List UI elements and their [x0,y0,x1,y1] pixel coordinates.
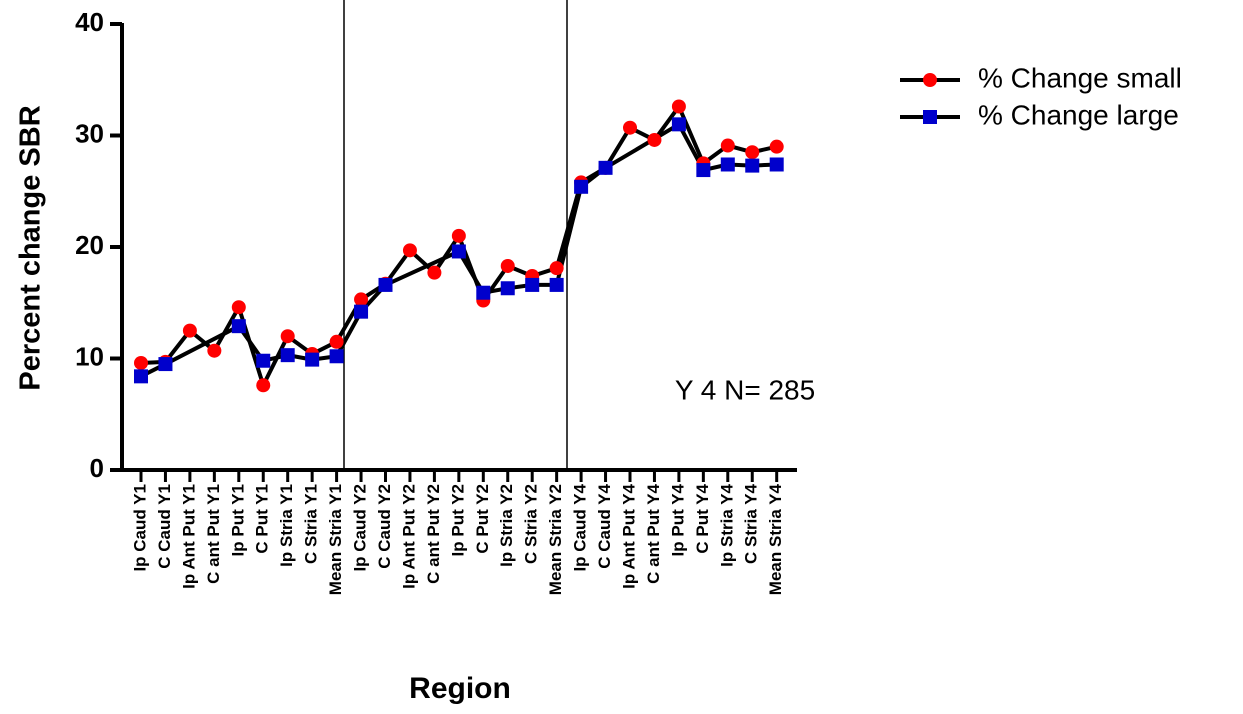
x-tick-label: Ip Stria Y2 [497,484,516,567]
x-tick-label: C Stria Y1 [302,484,321,564]
x-tick-label: C Caud Y1 [155,484,174,569]
x-tick-label: Mean Stria Y1 [326,484,345,595]
data-point [329,334,344,349]
x-tick-label: C Put Y1 [253,484,272,554]
legend-label: % Change large [978,99,1179,130]
y-tick-label: 30 [75,118,104,148]
data-point [280,329,295,344]
x-tick-label: Ip Caud Y1 [130,484,149,572]
data-point [769,157,784,172]
data-point [280,348,295,363]
data-point [354,292,369,307]
data-point [549,277,564,292]
data-point [525,277,540,292]
x-tick-label: Ip Put Y2 [448,484,467,556]
data-point [476,285,491,300]
y-tick-label: 20 [75,230,104,260]
x-tick-label: C Put Y4 [693,483,712,553]
x-tick-label: C Stria Y2 [522,484,541,564]
x-tick-label: Ip Ant Put Y4 [619,483,638,588]
data-point [378,277,393,292]
x-tick-label: Mean Stria Y4 [766,483,785,595]
y-tick-label: 0 [90,453,104,483]
x-tick-label: C ant Put Y4 [644,483,663,583]
data-point [256,378,271,393]
x-tick-label: Ip Stria Y1 [277,484,296,567]
y-tick-label: 10 [75,341,104,371]
data-point [231,300,246,315]
data-point [305,352,320,367]
data-point [647,132,662,147]
data-point [256,353,271,368]
data-point [451,244,466,259]
legend-marker [923,73,937,87]
data-point [451,228,466,243]
data-point [671,117,686,132]
y-tick-label: 40 [75,7,104,37]
data-point [671,99,686,114]
x-tick-label: Ip Put Y4 [668,483,687,556]
x-tick-label: C Caud Y4 [595,483,614,568]
data-point [696,163,711,178]
data-point [500,281,515,296]
data-point [182,323,197,338]
data-point [427,265,442,280]
data-point [769,139,784,154]
data-point [134,369,148,384]
annotation: Y 4 N= 285 [675,374,815,405]
data-point [549,261,564,276]
data-point [402,243,417,258]
x-tick-label: Ip Stria Y4 [717,483,736,566]
data-point [500,258,515,273]
data-point [720,157,735,172]
x-tick-label: Ip Caud Y2 [351,484,370,572]
data-point [158,357,173,372]
x-tick-label: Ip Caud Y4 [571,483,590,571]
x-tick-label: C ant Put Y2 [424,484,443,584]
x-tick-label: C Put Y2 [473,484,492,554]
data-point [598,160,613,175]
data-point [745,158,760,173]
data-point [329,349,344,364]
x-tick-label: Ip Put Y1 [228,484,247,556]
x-tick-label: Ip Ant Put Y1 [179,484,198,589]
x-tick-label: C Stria Y4 [742,483,761,564]
data-point [354,304,369,319]
data-point [623,120,637,135]
x-tick-label: C ant Put Y1 [204,484,223,584]
x-axis-title: Region [409,672,511,705]
x-tick-label: Ip Ant Put Y2 [399,484,418,589]
data-point [720,138,735,153]
data-point [134,355,148,370]
x-tick-label: Mean Stria Y2 [546,484,565,595]
x-tick-label: C Caud Y2 [375,484,394,569]
data-point [745,145,760,160]
y-axis-title: Percent change SBR [15,105,47,390]
data-point [574,179,589,194]
legend-marker [923,110,937,124]
data-point [231,319,246,334]
legend-label: % Change small [978,62,1182,93]
data-point [207,343,222,358]
